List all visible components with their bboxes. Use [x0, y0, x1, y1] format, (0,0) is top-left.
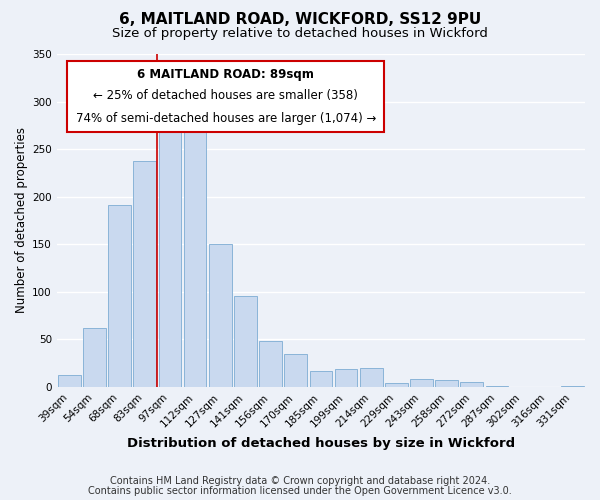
Bar [335, 369, 358, 387]
Bar [385, 383, 407, 387]
Text: 6 MAITLAND ROAD: 89sqm: 6 MAITLAND ROAD: 89sqm [137, 68, 314, 81]
Bar [133, 160, 156, 387]
Bar [83, 328, 106, 387]
Text: 6, MAITLAND ROAD, WICKFORD, SS12 9PU: 6, MAITLAND ROAD, WICKFORD, SS12 9PU [119, 12, 481, 28]
Bar [109, 206, 131, 387]
Bar [158, 130, 181, 387]
Bar [310, 371, 332, 387]
Text: 74% of semi-detached houses are larger (1,074) →: 74% of semi-detached houses are larger (… [76, 112, 376, 125]
Bar [209, 244, 232, 387]
Text: Size of property relative to detached houses in Wickford: Size of property relative to detached ho… [112, 28, 488, 40]
Text: ← 25% of detached houses are smaller (358): ← 25% of detached houses are smaller (35… [94, 90, 358, 102]
FancyBboxPatch shape [67, 60, 384, 132]
Bar [360, 368, 383, 387]
Bar [58, 374, 80, 387]
Text: Contains public sector information licensed under the Open Government Licence v3: Contains public sector information licen… [88, 486, 512, 496]
Bar [460, 382, 483, 387]
Bar [436, 380, 458, 387]
Bar [234, 296, 257, 387]
Bar [184, 116, 206, 387]
Bar [485, 386, 508, 387]
Y-axis label: Number of detached properties: Number of detached properties [15, 128, 28, 314]
X-axis label: Distribution of detached houses by size in Wickford: Distribution of detached houses by size … [127, 437, 515, 450]
Bar [561, 386, 584, 387]
Bar [259, 342, 282, 387]
Bar [284, 354, 307, 387]
Text: Contains HM Land Registry data © Crown copyright and database right 2024.: Contains HM Land Registry data © Crown c… [110, 476, 490, 486]
Bar [410, 380, 433, 387]
